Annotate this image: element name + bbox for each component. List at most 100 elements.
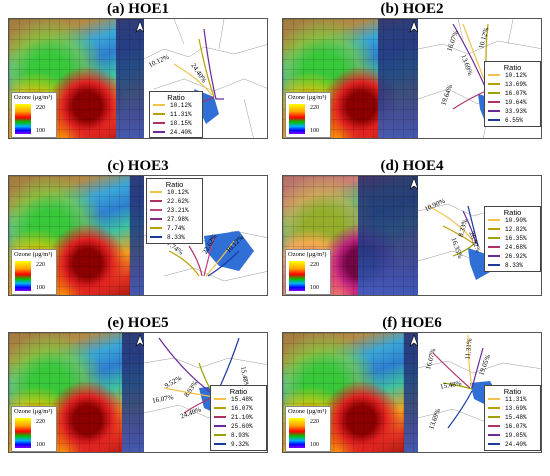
panel-hoe3: (c) HOE3 Ozone (μg/m³) 220 100 7.74% 22	[8, 157, 268, 296]
ozone-heatmap: Ozone (μg/m³) 220 100	[283, 176, 418, 295]
ratio-item: 26.92%	[488, 252, 527, 262]
ratio-item: 8.33%	[150, 233, 185, 243]
north-arrow-icon	[135, 21, 144, 33]
ratio-legend-title: Ratio	[167, 93, 185, 102]
panel-title: (c) HOE3	[107, 158, 169, 174]
trajectory-map: 16.07% 11.31% 19.05% 15.48% 13.69% Ratio…	[418, 333, 541, 452]
ozone-legend: Ozone (μg/m³) 220 100	[11, 406, 57, 452]
ratio-legend: Ratio 10.12% 22.62% 23.21% 27.98% 7.74% …	[146, 178, 203, 244]
ratio-item: 15.48%	[488, 413, 527, 423]
ozone-legend-label: Ozone (μg/m³)	[14, 408, 53, 415]
ozone-legend: Ozone (μg/m³) 220 100	[11, 92, 57, 138]
ratio-item: 16.07%	[214, 404, 253, 414]
ratio-item: 11.31%	[153, 110, 192, 120]
ratio-legend-title: Ratio	[503, 63, 522, 72]
ratio-legend-title: Ratio	[503, 387, 522, 396]
ozone-legend: Ozone (μg/m³) 220 100	[11, 249, 57, 295]
ozone-legend-min: 100	[310, 285, 319, 291]
ratio-item: 13.69%	[488, 404, 527, 414]
trajectory-map: 7.74% 22.62% 10.12% Ratio 10.12% 22.62% …	[144, 176, 267, 295]
ozone-legend-max: 220	[36, 419, 45, 425]
panel-title: (e) HOE5	[107, 315, 169, 331]
ratio-item: 12.82%	[488, 225, 527, 235]
ozone-legend-max: 220	[36, 105, 45, 111]
ozone-colorbar	[15, 418, 31, 448]
ozone-heatmap: Ozone (μg/m³) 220 100	[9, 19, 144, 138]
ratio-item: 7.74%	[150, 224, 185, 234]
panel-body: Ozone (μg/m³) 220 100 10.12% 24.40% Rati…	[8, 18, 268, 139]
trajectory-map: 10.12% 24.40% Ratio 10.12% 11.31% 18.15%…	[144, 19, 267, 138]
ozone-colorbar	[289, 418, 305, 448]
ratio-item: 19.64%	[488, 98, 527, 108]
north-arrow-icon	[409, 335, 418, 347]
ratio-item: 11.31%	[488, 395, 527, 405]
ratio-item: 18.15%	[153, 119, 192, 129]
ozone-heatmap: Ozone (μg/m³) 220 100	[283, 19, 418, 138]
ratio-legend: Ratio 11.31% 13.69% 15.48% 16.07% 19.05%…	[484, 385, 541, 451]
panel-hoe1: (a) HOE1 Ozone (μg/m³) 220 100 10.12% 24…	[8, 0, 268, 139]
ozone-legend-label: Ozone (μg/m³)	[288, 408, 327, 415]
ozone-heatmap: Ozone (μg/m³) 220 100	[9, 176, 144, 295]
ratio-item: 10.90%	[488, 216, 527, 226]
ozone-legend: Ozone (μg/m³) 220 100	[285, 92, 331, 138]
ratio-item: 6.55%	[488, 116, 523, 126]
ozone-legend-max: 220	[36, 262, 45, 268]
ozone-legend-min: 100	[36, 285, 45, 291]
ozone-legend-max: 220	[310, 105, 319, 111]
panel-hoe4: (d) HOE4 Ozone (μg/m³) 220 100 10.90%	[282, 157, 542, 296]
ratio-item: 10.12%	[488, 71, 527, 81]
ozone-legend: Ozone (μg/m³) 220 100	[285, 406, 331, 452]
panel-title: (a) HOE1	[106, 1, 170, 17]
ratio-item: 22.62%	[150, 197, 189, 207]
ratio-legend-title: Ratio	[229, 387, 248, 396]
ratio-legend-title: Ratio	[165, 180, 184, 189]
ozone-legend-min: 100	[310, 442, 319, 448]
ratio-item: 19.05%	[488, 431, 527, 441]
ozone-colorbar	[289, 261, 305, 291]
ozone-colorbar	[15, 104, 31, 134]
ratio-item: 16.07%	[488, 89, 527, 99]
ratio-item: 24.68%	[488, 243, 527, 253]
trajectory-map: 9.52% 16.07% 8.93% 15.48% 24.40% Ratio 1…	[144, 333, 267, 452]
north-arrow-icon	[409, 178, 418, 190]
panel-body: Ozone (μg/m³) 220 100 10.90% 8.33% 16.35…	[282, 175, 542, 296]
ozone-legend-label: Ozone (μg/m³)	[14, 251, 53, 258]
panel-title: (d) HOE4	[380, 158, 444, 174]
ratio-legend: Ratio 15.48% 16.07% 21.10% 25.60% 8.93% …	[210, 385, 267, 451]
panel-body: Ozone (μg/m³) 220 100 7.74% 22.62% 10.12…	[8, 175, 268, 296]
ratio-legend-title: Ratio	[503, 208, 522, 217]
ozone-legend-label: Ozone (μg/m³)	[288, 94, 327, 101]
ratio-legend: Ratio 10.12% 11.31% 18.15% 24.40%	[149, 91, 203, 138]
ratio-item: 9.32%	[214, 440, 249, 450]
panel-hoe6: (f) HOE6 Ozone (μg/m³) 220 100 16.07%	[282, 314, 542, 453]
panel-hoe5: (e) HOE5 Ozone (μg/m³) 220 100 9.52%	[8, 314, 268, 453]
trajectory-map: 16.07% 10.12% 13.69% 19.64% Ratio 10.12%…	[418, 19, 541, 138]
panel-title: (b) HOE2	[380, 1, 444, 17]
ratio-item: 27.98%	[150, 215, 189, 225]
ozone-colorbar	[289, 104, 305, 134]
ratio-item: 8.33%	[488, 261, 523, 271]
ratio-legend: Ratio 10.12% 13.69% 16.07% 19.64% 33.93%…	[484, 61, 541, 127]
ratio-item: 13.69%	[488, 80, 527, 90]
north-arrow-icon	[135, 335, 144, 347]
ozone-legend-min: 100	[310, 128, 319, 134]
ratio-item: 24.40%	[488, 440, 527, 450]
ozone-legend-label: Ozone (μg/m³)	[14, 94, 53, 101]
panel-title: (f) HOE6	[382, 315, 442, 331]
ratio-item: 10.12%	[150, 188, 189, 198]
ratio-item: 16.35%	[488, 234, 527, 244]
ratio-item: 24.40%	[153, 128, 192, 138]
panel-body: Ozone (μg/m³) 220 100 9.52% 16.07% 8.93%…	[8, 332, 268, 453]
ozone-legend: Ozone (μg/m³) 220 100	[285, 249, 331, 295]
ratio-item: 10.12%	[153, 101, 192, 111]
ratio-item: 21.10%	[214, 413, 253, 423]
ozone-legend-max: 220	[310, 262, 319, 268]
panel-body: Ozone (μg/m³) 220 100 16.07% 11.31% 19.0…	[282, 332, 542, 453]
ozone-heatmap: Ozone (μg/m³) 220 100	[283, 333, 418, 452]
panel-hoe2: (b) HOE2 Ozone (μg/m³) 220 100 16.07% 10…	[282, 0, 542, 139]
ratio-item: 23.21%	[150, 206, 189, 216]
panel-body: Ozone (μg/m³) 220 100 16.07% 10.12% 13.6…	[282, 18, 542, 139]
ratio-item: 8.93%	[214, 431, 249, 441]
ratio-legend: Ratio 10.90% 12.82% 16.35% 24.68% 26.92%…	[484, 206, 541, 272]
ratio-item: 16.07%	[488, 422, 527, 432]
